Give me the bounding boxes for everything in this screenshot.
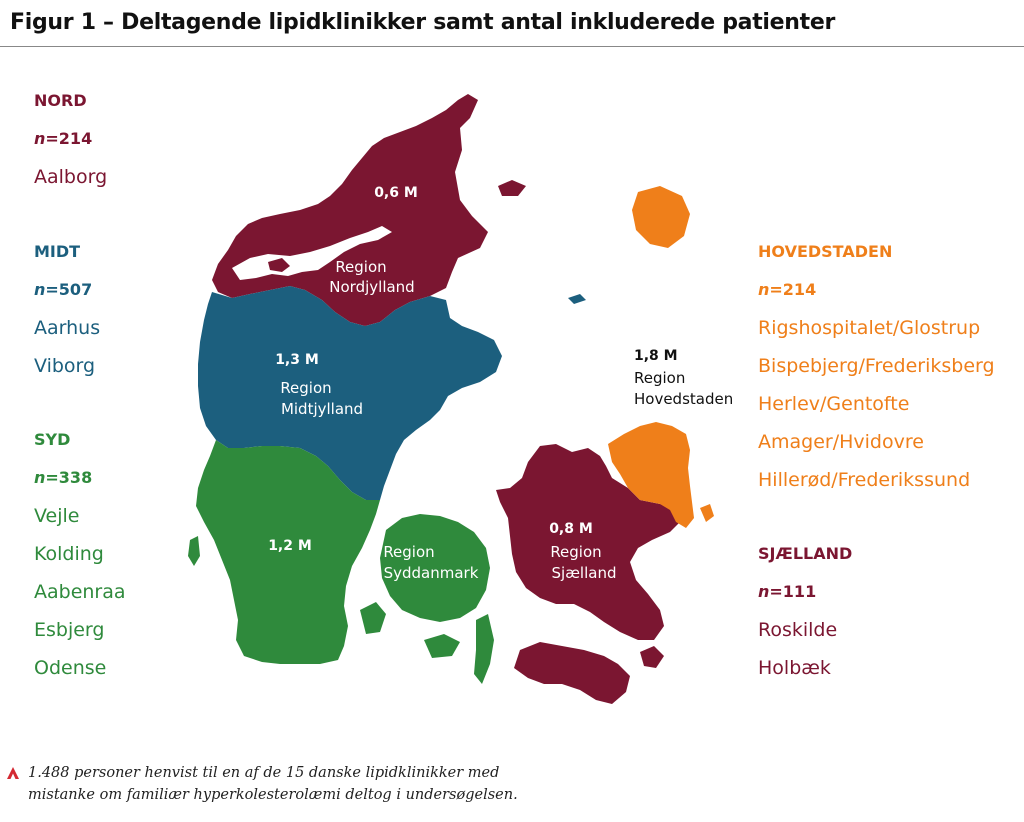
map-label-sjaelland-line1: Region <box>550 543 601 561</box>
map-label-nord-line1: Region <box>335 258 386 276</box>
map-label-hovedstaden-line2: Hovedstaden <box>634 390 733 408</box>
legend-nord: NORD n=214 Aalborg <box>34 90 107 204</box>
map-label-hovedstaden-line1: Region <box>634 369 685 387</box>
laeso-island <box>498 180 526 196</box>
map-label-sjaelland-line2: Sjælland <box>552 564 617 582</box>
legend-hovedstaden-clinic: Herlev/Gentofte <box>758 393 910 415</box>
lolland-falster-island <box>514 642 630 704</box>
legend-sjaelland-clinic: Roskilde <box>758 619 838 641</box>
amager-island <box>700 504 714 522</box>
map-label-midt-line2: Midtjylland <box>281 400 363 418</box>
map-label-midt-line1: Region <box>280 379 331 397</box>
legend-midt: MIDT n=507 Aarhus Viborg <box>34 241 100 393</box>
legend-syd: SYD n=338 Vejle Kolding Aabenraa Esbjerg… <box>34 429 126 695</box>
legend-hovedstaden-heading: HOVEDSTADEN <box>758 242 893 261</box>
anholt-island <box>568 294 586 304</box>
map-label-midt-population: 1,3 M <box>275 352 319 368</box>
als-island <box>360 602 386 634</box>
legend-hovedstaden-clinic: Bispebjerg/Frederiksberg <box>758 355 995 377</box>
region-sjaelland-shape[interactable] <box>496 444 682 640</box>
legend-syd-heading: SYD <box>34 430 71 449</box>
aero-island <box>424 634 460 658</box>
map-label-syd-line1: Region <box>383 543 434 561</box>
legend-hovedstaden-clinic: Hillerød/Frederikssund <box>758 469 971 491</box>
bornholm-island <box>632 186 690 248</box>
legend-sjaelland-clinic: Holbæk <box>758 657 831 679</box>
legend-nord-clinic: Aalborg <box>34 166 108 188</box>
legend-syd-clinic: Vejle <box>34 505 80 527</box>
fyn-island[interactable] <box>380 514 490 622</box>
footnote: 1.488 personer henvist til en af de 15 d… <box>28 765 518 803</box>
moen-island <box>640 646 664 668</box>
legend-syd-clinic: Odense <box>34 657 107 679</box>
legend-nord-heading: NORD <box>34 91 87 110</box>
legend-sjaelland: SJÆLLAND n=111 Roskilde Holbæk <box>758 543 852 695</box>
legend-midt-heading: MIDT <box>34 242 81 261</box>
title-divider <box>0 46 1024 47</box>
legend-sjaelland-count: n=111 <box>758 582 817 601</box>
triangle-marker-icon <box>7 767 19 779</box>
map-label-hovedstaden-population: 1,8 M <box>634 348 678 364</box>
legend-hovedstaden-clinic: Rigshospitalet/Glostrup <box>758 317 981 339</box>
map-label-nord-line2: Nordjylland <box>329 278 414 296</box>
figure-title: Figur 1 – Deltagende lipidklinikker samt… <box>10 10 836 35</box>
legend-midt-count: n=507 <box>34 280 93 299</box>
map-label-nord-population: 0,6 M <box>374 185 418 201</box>
legend-syd-clinic: Esbjerg <box>34 619 105 641</box>
legend-midt-clinic: Aarhus <box>34 317 101 339</box>
legend-syd-clinic: Aabenraa <box>34 581 126 603</box>
map-label-syd-line2: Syddanmark <box>384 564 479 582</box>
legend-midt-clinic: Viborg <box>34 355 96 377</box>
map-label-sjaelland-population: 0,8 M <box>549 521 593 537</box>
langeland-island <box>474 614 494 684</box>
mors-island <box>268 258 290 272</box>
region-hovedstaden-shape[interactable] <box>608 422 694 528</box>
region-midtjylland-shape[interactable] <box>198 286 502 500</box>
legend-hovedstaden-count: n=214 <box>758 280 817 299</box>
legend-hovedstaden: HOVEDSTADEN n=214 Rigshospitalet/Glostru… <box>758 241 995 507</box>
region-syddanmark-shape[interactable] <box>196 440 380 664</box>
legend-hovedstaden-clinic: Amager/Hvidovre <box>758 431 924 453</box>
legend-syd-count: n=338 <box>34 468 93 487</box>
fanoe-island <box>188 536 200 566</box>
legend-nord-count: n=214 <box>34 129 93 148</box>
legend-syd-clinic: Kolding <box>34 543 104 565</box>
legend-sjaelland-heading: SJÆLLAND <box>758 544 853 563</box>
map-label-syd-population: 1,2 M <box>268 538 312 554</box>
